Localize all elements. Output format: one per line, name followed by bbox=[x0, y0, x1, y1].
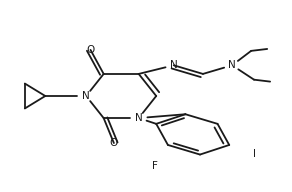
Text: O: O bbox=[110, 138, 118, 148]
Text: N: N bbox=[228, 60, 236, 70]
Text: O: O bbox=[86, 45, 95, 55]
Text: F: F bbox=[152, 161, 158, 170]
Text: I: I bbox=[253, 149, 256, 159]
Text: N: N bbox=[135, 113, 142, 123]
Text: N: N bbox=[170, 60, 178, 70]
Text: N: N bbox=[82, 91, 90, 101]
